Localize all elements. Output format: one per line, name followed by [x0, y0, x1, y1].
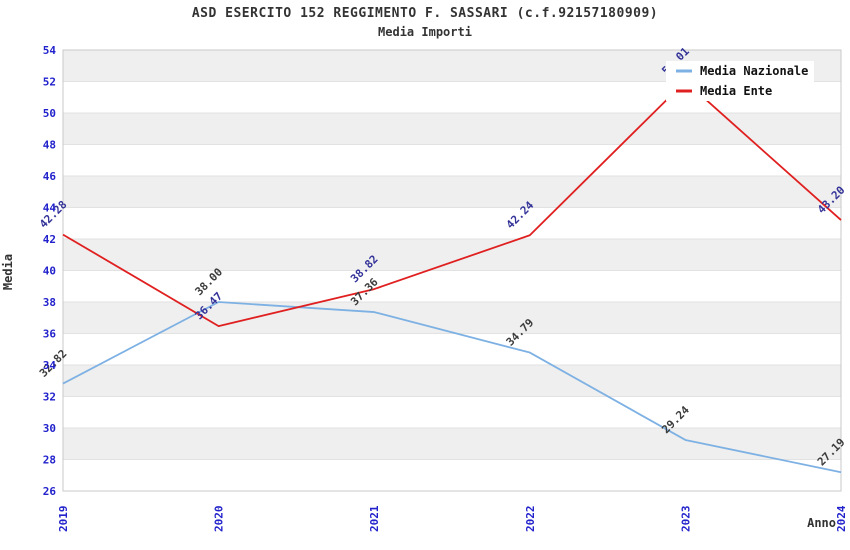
x-tick-label: 2020 — [213, 506, 226, 533]
y-tick-label: 26 — [43, 485, 57, 498]
grid-band — [63, 302, 841, 334]
y-tick-label: 40 — [43, 265, 56, 278]
legend-label: Media Nazionale — [700, 64, 808, 78]
y-tick-label: 34 — [43, 359, 57, 372]
y-tick-label: 36 — [43, 328, 57, 341]
y-tick-label: 44 — [43, 202, 57, 215]
grid-band — [63, 113, 841, 145]
chart-subtitle: Media Importi — [378, 25, 472, 39]
y-tick-label: 46 — [43, 170, 57, 183]
x-axis-title: Anno — [807, 516, 836, 530]
y-tick-label: 32 — [43, 391, 56, 404]
x-tick-label: 2024 — [835, 505, 848, 532]
grid-band — [63, 365, 841, 397]
chart-title: ASD ESERCITO 152 REGGIMENTO F. SASSARI (… — [191, 6, 659, 21]
y-tick-label: 48 — [43, 139, 56, 152]
x-tick-label: 2022 — [524, 506, 537, 533]
y-tick-label: 28 — [43, 454, 56, 467]
series-line-media-ente — [62, 80, 842, 327]
plot-border — [62, 49, 842, 492]
y-tick-label: 50 — [43, 107, 56, 120]
series-line-media-nazionale — [62, 301, 842, 474]
grid-band — [63, 239, 841, 271]
y-tick-label: 38 — [43, 296, 56, 309]
y-tick-label: 52 — [43, 76, 56, 89]
grid-band — [63, 428, 841, 460]
y-tick-label: 42 — [43, 233, 56, 246]
y-tick-label: 30 — [43, 422, 56, 435]
legend-label: Media Ente — [700, 84, 772, 98]
grid-band — [63, 176, 841, 208]
y-tick-label: 54 — [43, 44, 57, 57]
x-tick-label: 2021 — [368, 505, 381, 532]
legend-item-bg — [666, 61, 814, 81]
legend-item-bg — [666, 81, 814, 101]
x-tick-label: 2023 — [679, 506, 692, 533]
y-axis-title: Media — [1, 254, 15, 290]
x-tick-label: 2019 — [57, 506, 70, 533]
